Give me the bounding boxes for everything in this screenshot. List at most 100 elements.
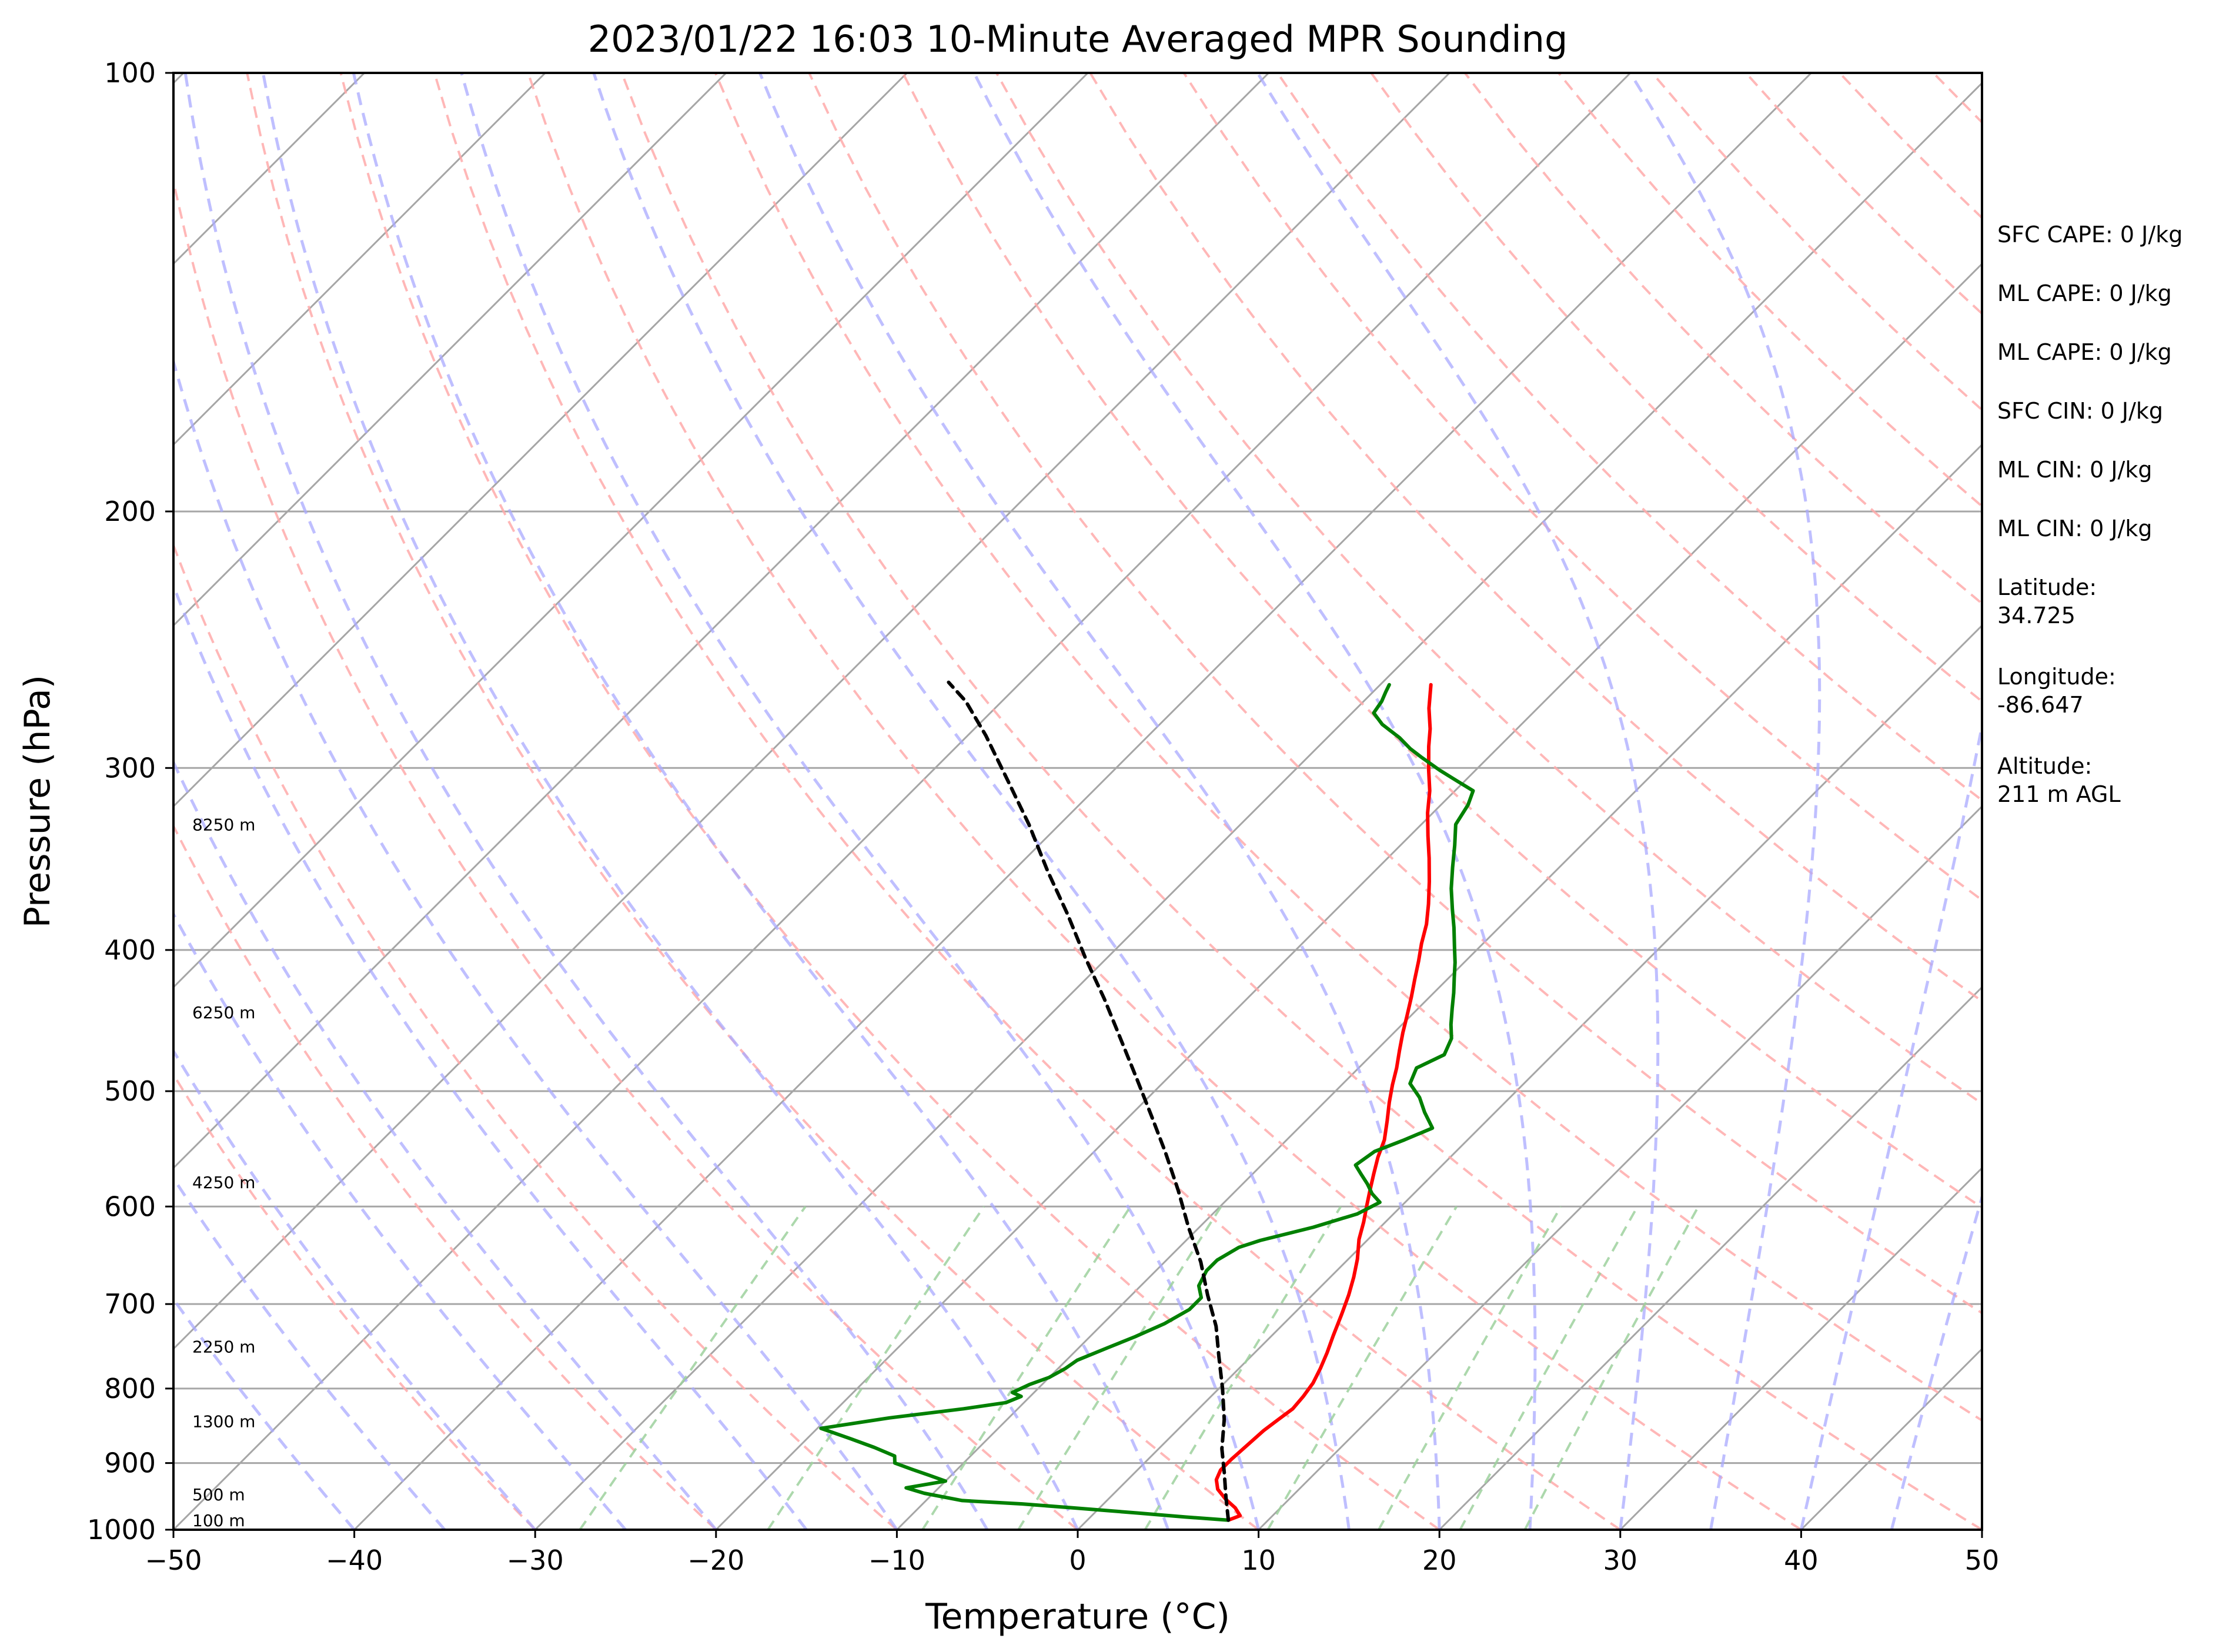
info-value: 211 m AGL bbox=[1997, 781, 2121, 807]
mixing-ratio-line bbox=[1017, 1206, 1222, 1530]
y-tick-label: 700 bbox=[104, 1288, 156, 1320]
y-axis-label: Pressure (hPa) bbox=[17, 675, 58, 928]
dry-adiabat-line bbox=[527, 73, 1802, 1530]
x-tick-label: 20 bbox=[1422, 1544, 1457, 1576]
mixing-ratio-line bbox=[1378, 1206, 1562, 1530]
x-axis-label: Temperature (°C) bbox=[925, 1596, 1230, 1637]
y-tick-label: 800 bbox=[104, 1373, 156, 1404]
moist-adiabat-line bbox=[1799, 718, 1982, 1530]
isotherm-line bbox=[1077, 624, 1982, 1530]
height-label: 8250 m bbox=[192, 815, 255, 835]
info-label: SFC CAPE: 0 J/kg bbox=[1997, 222, 2182, 248]
temperature-profile bbox=[1214, 683, 1433, 1522]
dry-adiabat-line bbox=[339, 73, 1440, 1530]
dry-adiabat-line bbox=[173, 823, 717, 1530]
y-tick-label: 500 bbox=[104, 1075, 156, 1107]
mixing-ratio-line bbox=[1144, 1206, 1342, 1530]
axis-ticks: −50 −40 −30 −20 −10 0 10 20 30 40 50 100 200 300 400 50… bbox=[87, 57, 1999, 1576]
sounding-info-panel: SFC CAPE: 0 J/kg ML CAPE: 0 J/kg ML CAPE: … bbox=[1997, 222, 2182, 807]
y-tick-label: 900 bbox=[104, 1447, 156, 1479]
height-label: 500 m bbox=[192, 1485, 245, 1504]
x-tick-label: 0 bbox=[1069, 1544, 1086, 1576]
info-label: Latitude: bbox=[1997, 574, 2097, 600]
info-value: -86.647 bbox=[1997, 692, 2084, 718]
moist-adiabat-line bbox=[1890, 1192, 1982, 1530]
x-tick-label: −30 bbox=[507, 1544, 564, 1576]
isotherm-line bbox=[534, 82, 1982, 1530]
x-tick-label: −40 bbox=[326, 1544, 383, 1576]
moist-adiabat-line bbox=[173, 911, 627, 1530]
dry-adiabat-line bbox=[173, 542, 898, 1530]
x-tick-label: 10 bbox=[1241, 1544, 1276, 1576]
y-tick-label: 1000 bbox=[87, 1514, 156, 1546]
moist-adiabat-line bbox=[173, 758, 717, 1530]
height-label: 6250 m bbox=[192, 1003, 255, 1022]
x-tick-label: −10 bbox=[868, 1544, 925, 1576]
x-tick-label: −50 bbox=[145, 1544, 202, 1576]
height-label: 100 m bbox=[192, 1511, 245, 1530]
info-label: Longitude: bbox=[1997, 664, 2116, 690]
x-tick-label: 40 bbox=[1784, 1544, 1819, 1576]
isotherm-line bbox=[173, 73, 908, 808]
y-tick-label: 400 bbox=[104, 934, 156, 966]
y-tick-label: 100 bbox=[104, 57, 156, 89]
y-tick-label: 200 bbox=[104, 496, 156, 527]
dewpoint-profile bbox=[819, 683, 1475, 1522]
mixing-ratio-line bbox=[921, 1206, 1132, 1530]
moist-adiabat-line bbox=[173, 1296, 356, 1530]
isotherm-line bbox=[353, 73, 1812, 1530]
parcel-path bbox=[947, 680, 1231, 1522]
mixing-ratio-line bbox=[579, 1206, 807, 1530]
isotherm-line bbox=[173, 73, 1450, 1350]
isotherm-line bbox=[173, 73, 1089, 989]
moist-adiabat-line bbox=[460, 73, 1261, 1530]
moist-adiabat-line bbox=[173, 1175, 446, 1530]
x-tick-label: −20 bbox=[687, 1544, 744, 1576]
height-label: 4250 m bbox=[192, 1173, 255, 1192]
isotherm-line bbox=[896, 443, 1982, 1530]
moist-adiabat-line bbox=[1629, 73, 1821, 1530]
isotherm-line bbox=[715, 262, 1982, 1530]
moist-adiabat-line bbox=[173, 1048, 537, 1530]
x-tick-label: 50 bbox=[1965, 1544, 2000, 1576]
dry-adiabat-line bbox=[714, 73, 1982, 1422]
background-lines bbox=[173, 73, 1982, 1530]
isotherm-line bbox=[173, 73, 1269, 1169]
mixing-ratio-line bbox=[1266, 1206, 1458, 1530]
height-label: 1300 m bbox=[192, 1412, 255, 1431]
info-value: 34.725 bbox=[1997, 603, 2075, 628]
moist-adiabat-line bbox=[972, 73, 1537, 1530]
info-label: Altitude: bbox=[1997, 753, 2092, 779]
dry-adiabat-line bbox=[808, 73, 1982, 1315]
isotherm-line bbox=[173, 73, 727, 627]
mixing-ratio-line bbox=[1523, 1206, 1700, 1530]
height-label: 2250 m bbox=[192, 1337, 255, 1357]
isotherm-line bbox=[1439, 986, 1982, 1530]
moist-adiabat-line bbox=[261, 73, 1079, 1530]
isotherm-line bbox=[1258, 805, 1982, 1530]
dry-adiabat-line bbox=[246, 73, 1259, 1530]
moist-adiabat-line bbox=[183, 73, 989, 1530]
dry-adiabat-line bbox=[173, 175, 1079, 1530]
info-label: SFC CIN: 0 J/kg bbox=[1997, 398, 2163, 424]
profile-lines bbox=[819, 680, 1475, 1522]
info-label: ML CAPE: 0 J/kg bbox=[1997, 339, 2172, 365]
mixing-ratio-line bbox=[1459, 1206, 1639, 1530]
moist-adiabat-line bbox=[592, 73, 1351, 1530]
moist-adiabat-line bbox=[758, 73, 1441, 1530]
isotherm-line bbox=[1619, 1166, 1982, 1530]
isotherm-line bbox=[173, 73, 546, 446]
chart-title: 2023/01/22 16:03 10-Minute Averaged MPR … bbox=[588, 18, 1568, 61]
y-tick-label: 300 bbox=[104, 752, 156, 784]
x-tick-label: 30 bbox=[1603, 1544, 1638, 1576]
info-label: ML CAPE: 0 J/kg bbox=[1997, 280, 2172, 306]
moist-adiabat-line bbox=[352, 73, 1170, 1530]
dry-adiabat-line bbox=[620, 73, 1982, 1530]
dry-adiabat-line bbox=[995, 73, 1982, 1105]
info-label: ML CIN: 0 J/kg bbox=[1997, 457, 2152, 483]
y-tick-label: 600 bbox=[104, 1190, 156, 1222]
dry-adiabat-line bbox=[433, 73, 1621, 1530]
moist-adiabat-line bbox=[173, 581, 808, 1530]
dry-adiabat-line bbox=[173, 1072, 536, 1530]
